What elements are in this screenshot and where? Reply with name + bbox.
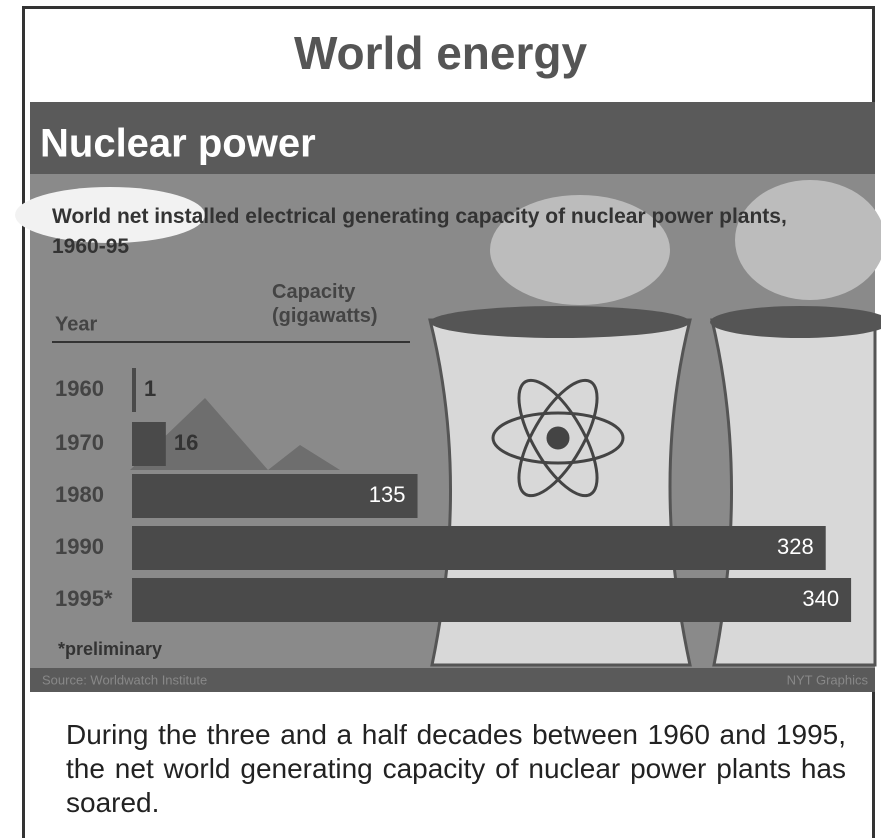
- category-label: 1980: [55, 482, 104, 507]
- value-axis-label: Capacity (gigawatts): [272, 280, 422, 328]
- chart: Nuclear power World net installed electr…: [0, 0, 881, 838]
- bar: [132, 422, 166, 466]
- category-label: 1995*: [55, 586, 113, 611]
- page: World energy Nuclear power World net ins…: [0, 0, 881, 838]
- chart-subtitle: World net installed electrical generatin…: [52, 202, 842, 262]
- value-label: 16: [174, 430, 198, 455]
- value-label: 328: [777, 534, 814, 559]
- category-axis-label: Year: [55, 313, 97, 335]
- value-label: 340: [802, 586, 839, 611]
- category-label: 1970: [55, 430, 104, 455]
- category-label: 1960: [55, 376, 104, 401]
- tower-top: [430, 306, 690, 338]
- bar: [132, 368, 136, 412]
- note: *preliminary: [58, 639, 162, 659]
- value-label: 135: [369, 482, 406, 507]
- bar: [132, 526, 826, 570]
- chart-title: Nuclear power: [40, 122, 316, 166]
- credit: NYT Graphics: [787, 672, 869, 687]
- subtitle-box: World net installed electrical generatin…: [52, 202, 842, 272]
- category-label: 1990: [55, 534, 104, 559]
- source: Source: Worldwatch Institute: [42, 672, 207, 687]
- value-label: 1: [144, 376, 156, 401]
- caption: During the three and a half decades betw…: [66, 718, 846, 820]
- bar: [132, 578, 851, 622]
- value-label-box: Capacity (gigawatts): [272, 280, 422, 340]
